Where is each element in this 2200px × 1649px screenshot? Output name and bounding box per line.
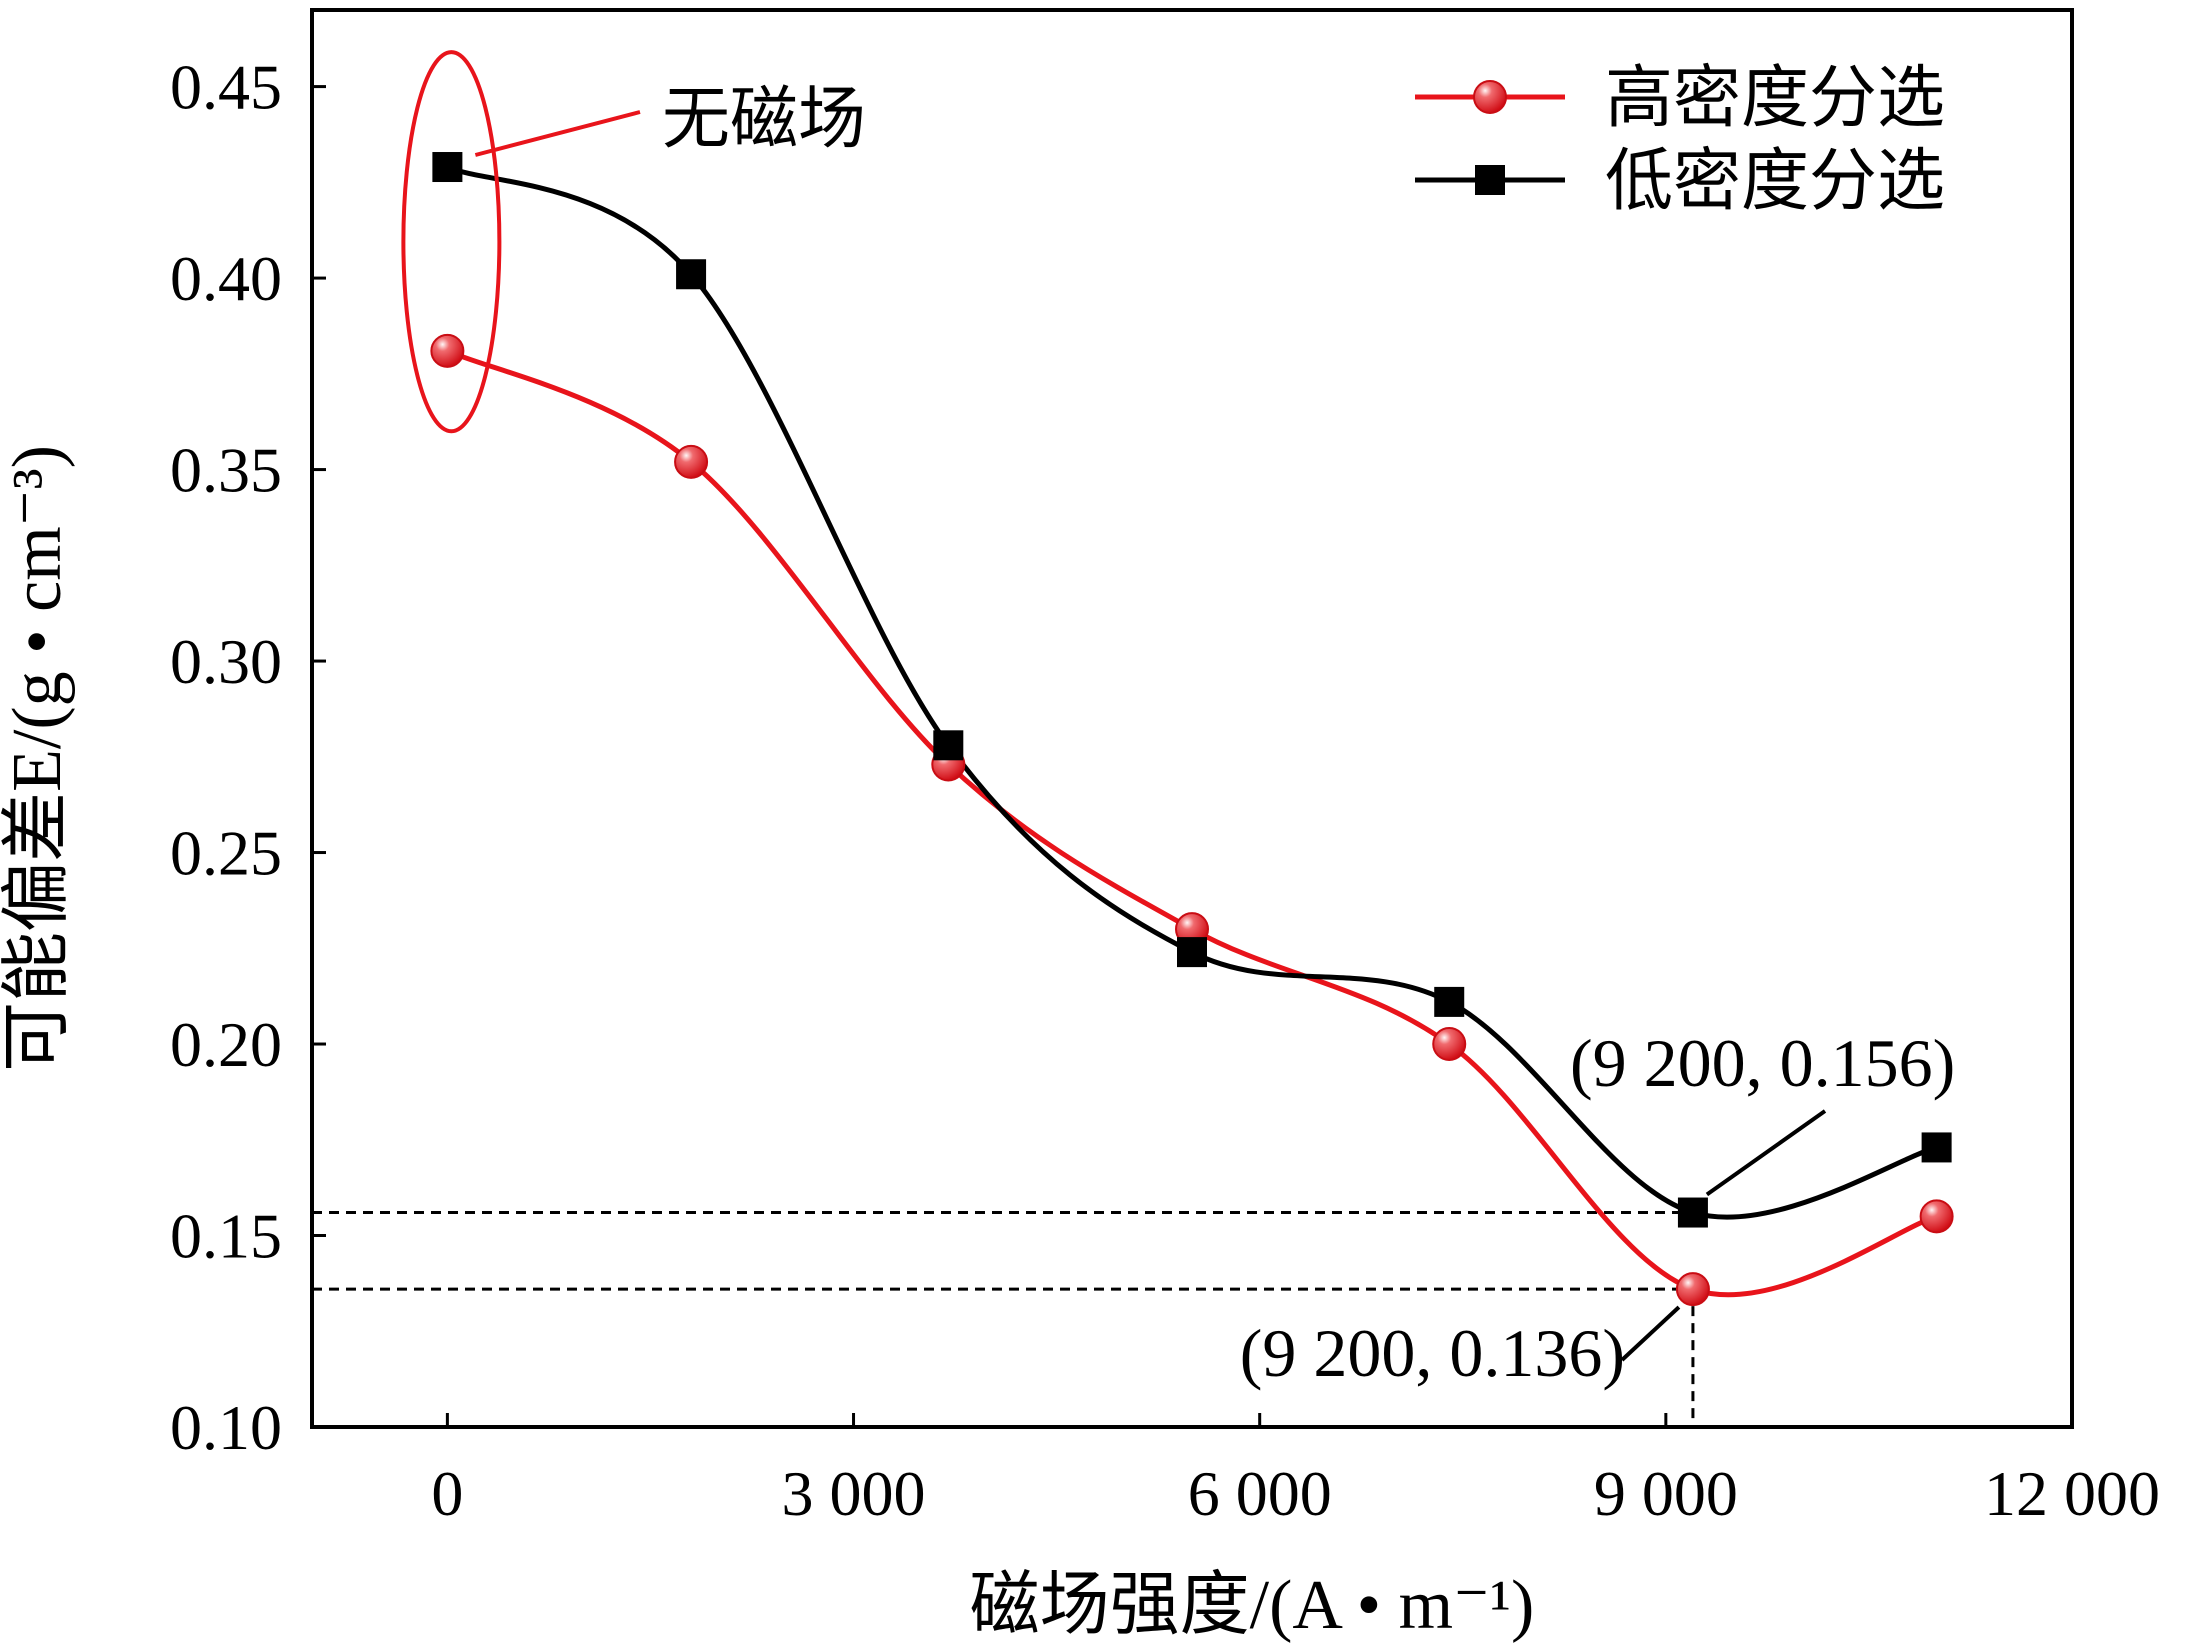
y-tick-label-0: 0.10 [170, 1392, 282, 1463]
y-axis-ticks: 0.10 0.15 0.20 0.25 0.30 0.35 0.40 0.45 [170, 52, 326, 1463]
no-field-ellipse [401, 50, 502, 434]
legend-item-high-density: 高密度分选 [1415, 60, 1945, 136]
point-low-leader-line [1705, 1109, 1827, 1197]
point-high-leader-line [1620, 1305, 1681, 1362]
plot-frame [310, 8, 2074, 1429]
y-tick-label-4: 0.30 [170, 626, 282, 697]
y-tick-label-1: 0.15 [170, 1201, 282, 1272]
series-1-point-3 [1177, 937, 1207, 968]
legend-label-high-density: 高密度分选 [1605, 60, 1945, 136]
legend-label-low-density: 低密度分选 [1605, 143, 1945, 219]
series-0-point-5 [1675, 1272, 1710, 1307]
y-tick-label-5: 0.35 [170, 435, 282, 506]
series-1-point-0 [432, 152, 463, 183]
series-0-point-6 [1919, 1199, 1954, 1234]
legend-item-low-density: 低密度分选 [1415, 143, 1945, 219]
series-1-point-5 [1677, 1197, 1708, 1228]
x-tick-label-3: 9 000 [1594, 1458, 1738, 1529]
series-0-point-1 [674, 444, 709, 479]
legend: 高密度分选 低密度分选 [1415, 60, 1945, 219]
x-axis-ticks: 0 3 000 6 000 9 000 12 000 [431, 1413, 2160, 1529]
y-tick-label-2: 0.20 [170, 1009, 282, 1080]
y-tick-label-3: 0.25 [170, 818, 282, 889]
legend-marker-low-density [1475, 165, 1505, 195]
point-high-label: (9 200, 0.136) [1240, 1315, 1625, 1391]
no-field-label: 无磁场 [662, 81, 866, 157]
x-axis-title: 磁场强度/(A • m⁻¹) [970, 1567, 1535, 1644]
no-field-leader-line [474, 110, 641, 157]
series-line-0 [446, 348, 1938, 1298]
series-0-point-0 [430, 333, 465, 368]
legend-marker-high-density [1473, 80, 1507, 114]
y-axis-title: 可能偏差E/(g • cm⁻³) [0, 445, 76, 1072]
series-1-point-2 [933, 730, 964, 761]
legend-marker-shape-1 [1475, 165, 1505, 195]
series-0-point-4 [1432, 1027, 1467, 1062]
y-tick-label-7: 0.45 [170, 52, 282, 123]
x-tick-label-2: 6 000 [1188, 1458, 1332, 1529]
x-tick-label-4: 12 000 [1984, 1458, 2160, 1529]
point-low-label: (9 200, 0.156) [1570, 1025, 1955, 1101]
series-1-point-4 [1434, 986, 1465, 1017]
legend-marker-shape-0 [1473, 80, 1507, 114]
x-tick-label-0: 0 [431, 1458, 463, 1529]
series-1-point-6 [1921, 1132, 1952, 1163]
series-1-point-1 [676, 259, 707, 290]
y-tick-label-6: 0.40 [170, 243, 282, 314]
plot-content [312, 152, 1954, 1427]
annotations: 无磁场 (9 200, 0.156) (9 200, 0.136) [401, 50, 1955, 1391]
x-tick-label-1: 3 000 [782, 1458, 926, 1529]
